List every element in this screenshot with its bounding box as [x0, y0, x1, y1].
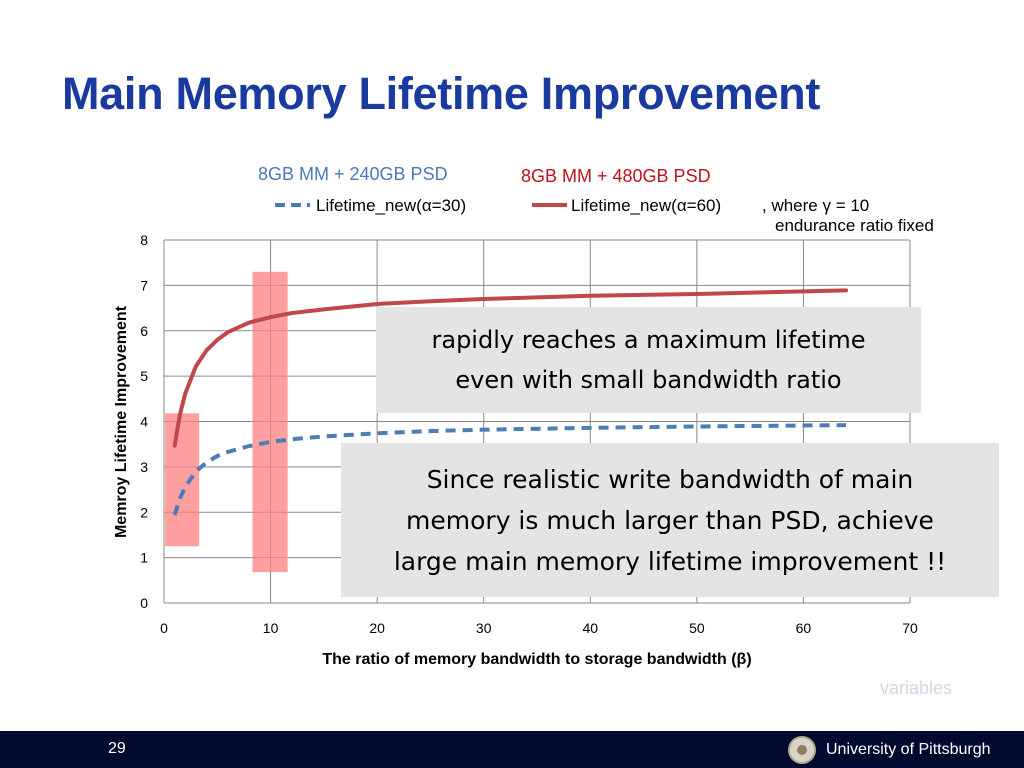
- legend-label-alpha30: Lifetime_new(α=30): [316, 196, 466, 215]
- endurance-note: endurance ratio fixed: [775, 216, 934, 235]
- y-tick-label: 6: [140, 323, 148, 339]
- x-tick-label: 0: [160, 620, 168, 636]
- footer-bar: [0, 731, 1024, 768]
- x-tick-label: 40: [582, 620, 598, 636]
- chart-ticks: 0 1 2 3 4 5 6 7 8 0 10 20 30 40 50 60 70: [140, 232, 918, 636]
- highlight-band-1: [165, 413, 200, 547]
- legend-label-alpha60: Lifetime_new(α=60): [571, 196, 721, 215]
- university-seal-icon: [788, 736, 816, 764]
- chart-series: [172, 288, 849, 516]
- slide-title: Main Memory Lifetime Improvement: [62, 68, 821, 119]
- chart-legend: Lifetime_new(α=30) Lifetime_new(α=60): [275, 196, 721, 215]
- x-tick-label: 70: [902, 620, 918, 636]
- y-tick-label: 3: [140, 459, 148, 475]
- y-tick-label: 8: [140, 232, 148, 248]
- y-tick-label: 1: [140, 550, 148, 566]
- page-number: 29: [108, 740, 126, 757]
- x-tick-label: 20: [369, 620, 385, 636]
- config-label-480gb: 8GB MM + 480GB PSD: [521, 166, 711, 186]
- callout-realistic-bandwidth: Since realistic write bandwidth of main …: [341, 443, 999, 597]
- x-tick-label: 10: [263, 620, 279, 636]
- y-tick-label: 0: [140, 595, 148, 611]
- callout-max-lifetime: rapidly reaches a maximum lifetime even …: [376, 307, 921, 413]
- callout2-line-3: large main memory lifetime improvement !…: [393, 546, 947, 576]
- y-tick-label: 5: [140, 368, 148, 384]
- series-line-alpha30: [172, 423, 847, 516]
- x-tick-label: 60: [796, 620, 812, 636]
- y-tick-label: 2: [140, 504, 148, 520]
- series-line-alpha60: [172, 288, 849, 448]
- config-label-240gb: 8GB MM + 240GB PSD: [258, 164, 448, 184]
- highlight-bands: [165, 271, 288, 573]
- x-tick-label: 50: [689, 620, 705, 636]
- callout2-line-1: Since realistic write bandwidth of main: [426, 464, 914, 494]
- university-name: University of Pittsburgh: [826, 741, 991, 758]
- callout1-line-1: rapidly reaches a maximum lifetime: [431, 326, 866, 354]
- x-axis-title: The ratio of memory bandwidth to storage…: [322, 651, 751, 668]
- x-tick-label: 30: [476, 620, 492, 636]
- y-tick-label: 7: [140, 277, 148, 293]
- y-axis-title: Memroy Lifetime Improvement: [113, 305, 130, 538]
- callout2-line-2: memory is much larger than PSD, achieve: [406, 505, 934, 535]
- watermark-text: variables: [880, 678, 953, 698]
- gamma-note: , where γ = 10: [762, 196, 870, 215]
- y-tick-label: 4: [140, 414, 148, 430]
- callout1-line-2: even with small bandwidth ratio: [455, 366, 842, 394]
